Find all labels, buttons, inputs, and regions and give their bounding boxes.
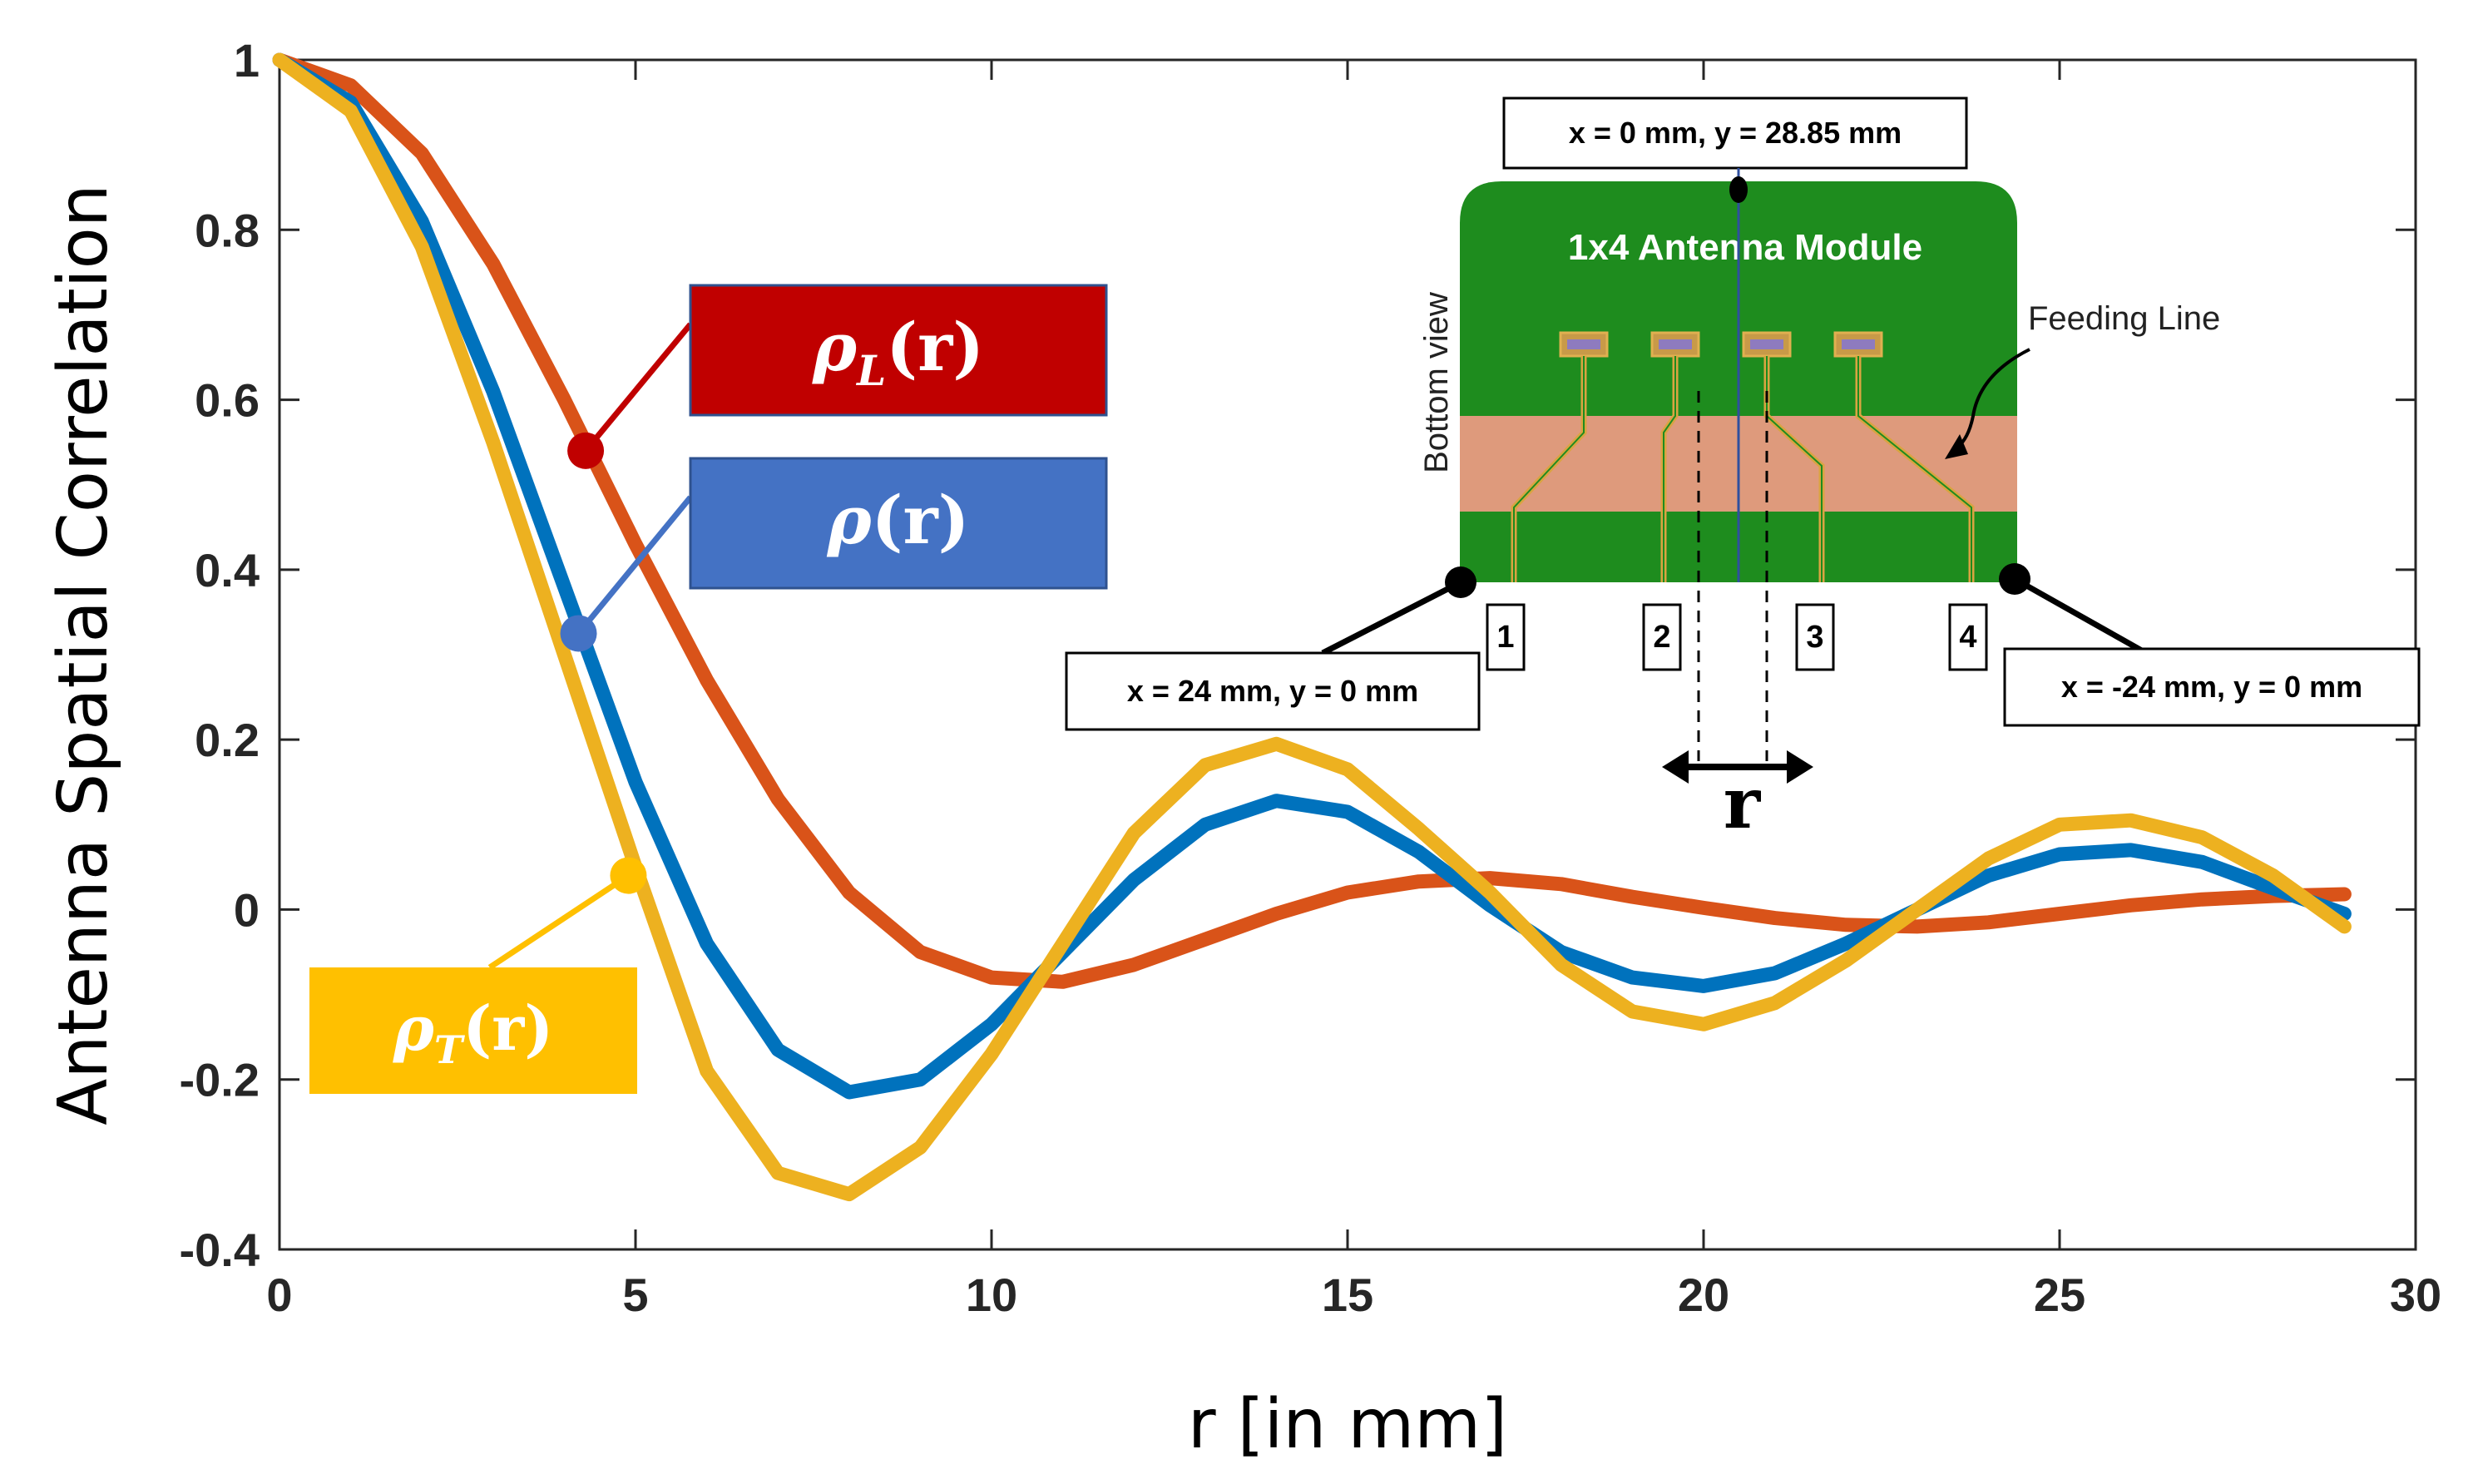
legend-leader-2 [576,495,693,636]
patch-cores [1567,339,1875,349]
feed-lines-inner [1513,356,1972,582]
feed-inner-4 [1857,356,1972,582]
series-line-3 [272,52,2352,1202]
patch-core-3 [1750,339,1783,349]
y-tick-label: 0.2 [195,714,260,766]
left-callout-box [1065,651,1481,731]
distance-arrowhead-left [1662,750,1689,784]
x-tick-label: 20 [1678,1269,1729,1321]
y-tick-label: 0.6 [195,374,260,427]
feeding-arrow [1953,348,2030,451]
right-callout-box [2003,647,2421,727]
y-tick-label: 0 [234,883,260,936]
port-1-box [1486,603,1526,671]
y-tick-label: -0.4 [180,1224,260,1276]
feeding-line-label: Feeding Line [2028,300,2220,337]
series-line-1 [272,52,2352,989]
legend-leader-1 [583,322,693,453]
tick-labels: 0 5 10 15 20 25 30 -0.4 -0.2 0 0.2 0.4 0.6 0.8 1 [180,34,2442,1321]
port-2-box [1642,603,1682,671]
legend-marker-2 [560,615,597,652]
distance-arrowhead-right [1787,750,1813,784]
series-line-2 [272,52,2352,1100]
legend-box-2 [689,457,1108,590]
distance-label: r [1724,762,1762,844]
patch-core-4 [1842,339,1875,349]
legend: ρL(r) ρ(r) ρT(r) [309,284,1108,1094]
x-tick-label: 0 [266,1269,292,1321]
legend-box-3 [309,967,637,1094]
port-3-box [1795,603,1835,671]
y-tick-label: 0.8 [195,204,260,256]
right-callout-text: x = -24 mm, y = 0 mm [2061,670,2362,704]
legend-label-1: ρL(r) [812,308,984,395]
y-tick-label: 1 [234,34,260,87]
legend-label-3: ρT(r) [393,993,553,1072]
feed-inner-2 [1663,356,1676,582]
feed-inner-1 [1513,356,1585,582]
legend-marker-3 [610,857,647,894]
port-1-label: 1 [1496,620,1514,655]
x-tick-label: 5 [622,1269,648,1321]
series-lines [272,52,2352,1202]
right-leader [2013,576,2148,656]
feed-inner-3 [1766,356,1823,582]
antenna-inset: x = 0 mm, y = 28.85 mm 1x4 Antenna Modul… [1065,96,2421,844]
patch-core-2 [1659,339,1692,349]
left-leader [1321,579,1462,656]
port-3-label: 3 [1806,620,1823,655]
feeding-arrowhead [1945,434,1968,459]
legend-leader-3 [487,873,631,970]
y-axis-label: Antenna Spatial Correlation [44,184,123,1125]
x-tick-label: 10 [966,1269,1017,1321]
top-marker [1729,176,1748,203]
legend-box-1 [689,284,1108,417]
y-tick-label: 0.4 [195,544,260,596]
axis-ticks [278,58,2417,1251]
legend-label-2: ρ(r) [826,481,969,559]
x-axis-label: r [in mm] [1188,1385,1507,1464]
y-tick-label: -0.2 [180,1054,260,1106]
top-callout-box [1502,96,1968,170]
left-callout-text: x = 24 mm, y = 0 mm [1127,674,1418,708]
x-tick-label: 15 [1322,1269,1373,1321]
x-tick-label: 30 [2390,1269,2441,1321]
port-2-label: 2 [1653,620,1670,655]
module-title: 1x4 Antenna Module [1568,227,1922,268]
legend-marker-1 [567,432,605,469]
x-tick-label: 25 [2034,1269,2085,1321]
patch-core-1 [1567,339,1600,349]
port-4-box [1948,603,1988,671]
top-callout-text: x = 0 mm, y = 28.85 mm [1569,116,1902,150]
bottom-view-label: Bottom view [1418,292,1455,473]
port-4-label: 4 [1959,620,1976,655]
